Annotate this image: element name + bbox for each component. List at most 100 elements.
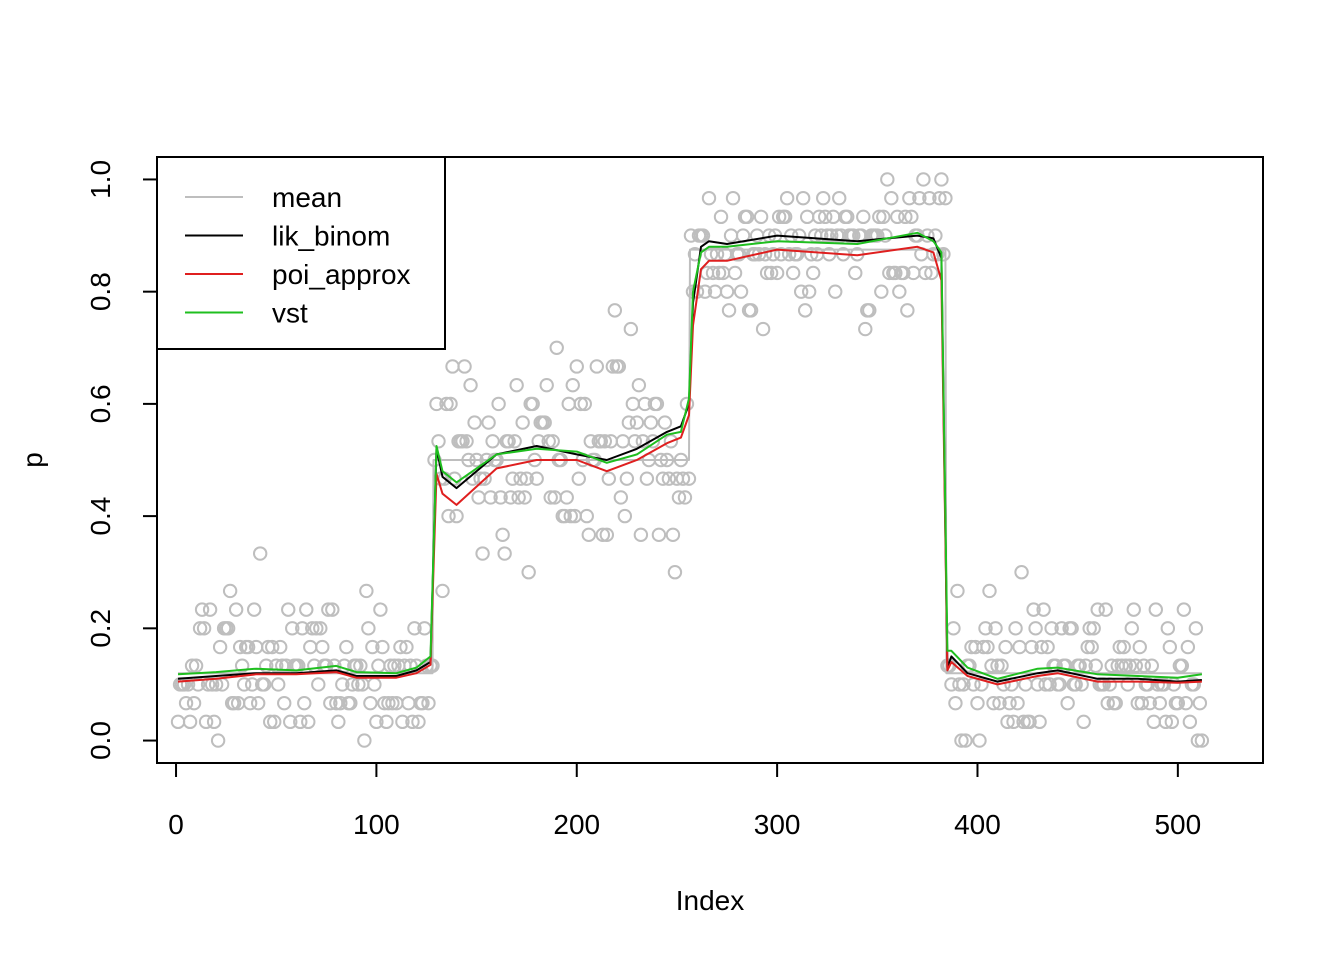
data-point: [513, 471, 528, 486]
data-point: [1108, 695, 1123, 711]
y-tick-label: 0.6: [85, 384, 116, 423]
data-point: [826, 209, 841, 225]
data-point: [495, 527, 510, 543]
data-point: [1156, 677, 1172, 692]
data-point: [932, 190, 947, 206]
data-point: [258, 658, 274, 673]
data-point: [477, 471, 492, 486]
data-point: [545, 434, 560, 449]
data-point: [884, 190, 899, 206]
data-point: [557, 508, 572, 524]
data-point: [791, 228, 807, 243]
data-point: [902, 190, 917, 206]
data-point: [339, 639, 354, 655]
data-point: [577, 396, 592, 412]
data-point: [898, 209, 913, 225]
data-point: [1098, 602, 1113, 617]
data-point: [675, 471, 691, 486]
data-point: [192, 621, 208, 636]
data-point: [415, 695, 430, 711]
legend-box: [156, 156, 446, 350]
legend-label-lik_binom: lik_binom: [272, 221, 390, 252]
data-point: [1024, 639, 1039, 655]
data-point: [1100, 695, 1115, 711]
y-tick-label: 0.2: [85, 609, 116, 648]
data-point: [511, 490, 526, 505]
data-point: [228, 602, 244, 617]
data-point: [892, 284, 907, 299]
y-tick-label: 0.0: [85, 721, 116, 760]
data-point: [1042, 677, 1057, 692]
x-axis: 0 100 200 300 400 500: [168, 762, 1201, 840]
series-lines: [177, 231, 1203, 686]
data-point: [206, 714, 222, 730]
data-point: [627, 434, 643, 449]
data-point: [539, 377, 554, 393]
data-point: [980, 639, 995, 655]
data-point: [250, 695, 266, 711]
data-point: [803, 247, 819, 262]
data-point: [721, 303, 737, 318]
data-point: [521, 565, 536, 580]
data-point: [1136, 658, 1151, 673]
data-point: [375, 639, 390, 655]
data-point: [485, 434, 500, 449]
data-point: [1006, 714, 1021, 730]
data-point: [1150, 677, 1166, 692]
data-point: [1104, 658, 1119, 673]
data-point: [505, 471, 520, 486]
data-point: [301, 714, 316, 730]
data-point: [896, 265, 911, 281]
data-point: [182, 714, 198, 730]
y-axis-label: p: [17, 452, 48, 468]
data-point: [900, 303, 915, 318]
data-point: [361, 621, 376, 636]
data-point: [583, 434, 598, 449]
data-point: [848, 265, 863, 281]
data-point: [1016, 714, 1031, 730]
data-point: [739, 209, 755, 225]
data-point: [441, 508, 456, 524]
data-point: [615, 434, 631, 449]
data-point: [765, 247, 781, 262]
data-point: [984, 658, 999, 673]
x-tick-label: 300: [754, 809, 801, 840]
data-point: [1164, 714, 1180, 730]
data-point: [515, 415, 530, 430]
legend-label-poi_approx: poi_approx: [272, 259, 411, 290]
data-point: [240, 639, 256, 655]
data-point: [723, 228, 739, 243]
data-point: [661, 471, 677, 486]
data-point: [1192, 695, 1208, 711]
data-point: [595, 527, 611, 543]
data-point: [443, 396, 458, 412]
data-point: [753, 209, 769, 225]
x-axis-label: Index: [676, 885, 745, 916]
data-point: [904, 209, 919, 225]
data-point: [265, 639, 280, 655]
data-point: [497, 546, 512, 561]
data-point: [373, 602, 388, 617]
x-tick-label: 100: [353, 809, 400, 840]
data-point: [789, 247, 805, 262]
data-point: [507, 434, 522, 449]
data-point: [467, 415, 482, 430]
data-point: [1142, 695, 1157, 711]
data-point: [387, 658, 402, 673]
data-point: [196, 621, 212, 636]
data-point: [1160, 621, 1176, 636]
data-point: [1000, 714, 1015, 730]
data-point: [986, 695, 1001, 711]
data-point: [992, 695, 1007, 711]
data-point: [924, 265, 939, 281]
data-point: [988, 621, 1003, 636]
data-point: [267, 714, 282, 730]
data-point: [773, 247, 789, 262]
data-point: [186, 695, 202, 711]
data-point: [571, 471, 586, 486]
data-point: [236, 677, 252, 692]
data-point: [828, 284, 843, 299]
x-tick-label: 200: [553, 809, 600, 840]
data-point: [781, 247, 797, 262]
data-point: [188, 658, 204, 673]
